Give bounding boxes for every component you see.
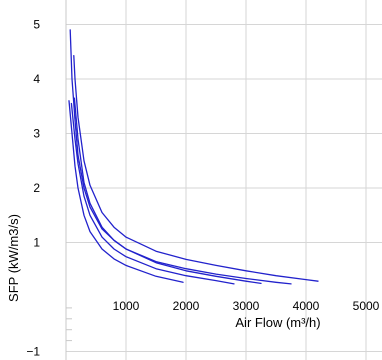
series-line — [68, 100, 184, 283]
y-tick-label: 4 — [33, 72, 40, 86]
series-line — [69, 29, 292, 285]
tick-labels: −1 1 2 3 4 5 1000 2000 3000 4000 5000 — [26, 18, 379, 359]
y-tick-label: 3 — [33, 127, 40, 141]
x-tick-label: 4000 — [293, 299, 320, 313]
series-lines — [68, 29, 319, 285]
y-axis-title: SFP (kW/m3/s) — [6, 214, 21, 302]
x-tick-label: 1000 — [113, 299, 140, 313]
grid-lines — [66, 0, 382, 360]
y-tick-label: 1 — [33, 236, 40, 250]
series-line — [73, 54, 319, 282]
y-tick-label: 2 — [33, 181, 40, 195]
x-tick-label: 2000 — [173, 299, 200, 313]
x-tick-label: 5000 — [353, 299, 380, 313]
y-tick-label: 5 — [33, 18, 40, 32]
x-tick-label: 3000 — [233, 299, 260, 313]
x-axis-title: Air Flow (m³/h) — [235, 315, 320, 330]
series-line — [70, 102, 235, 285]
y-tick-label: −1 — [26, 345, 40, 359]
series-line — [73, 97, 262, 285]
axes — [65, 0, 72, 360]
